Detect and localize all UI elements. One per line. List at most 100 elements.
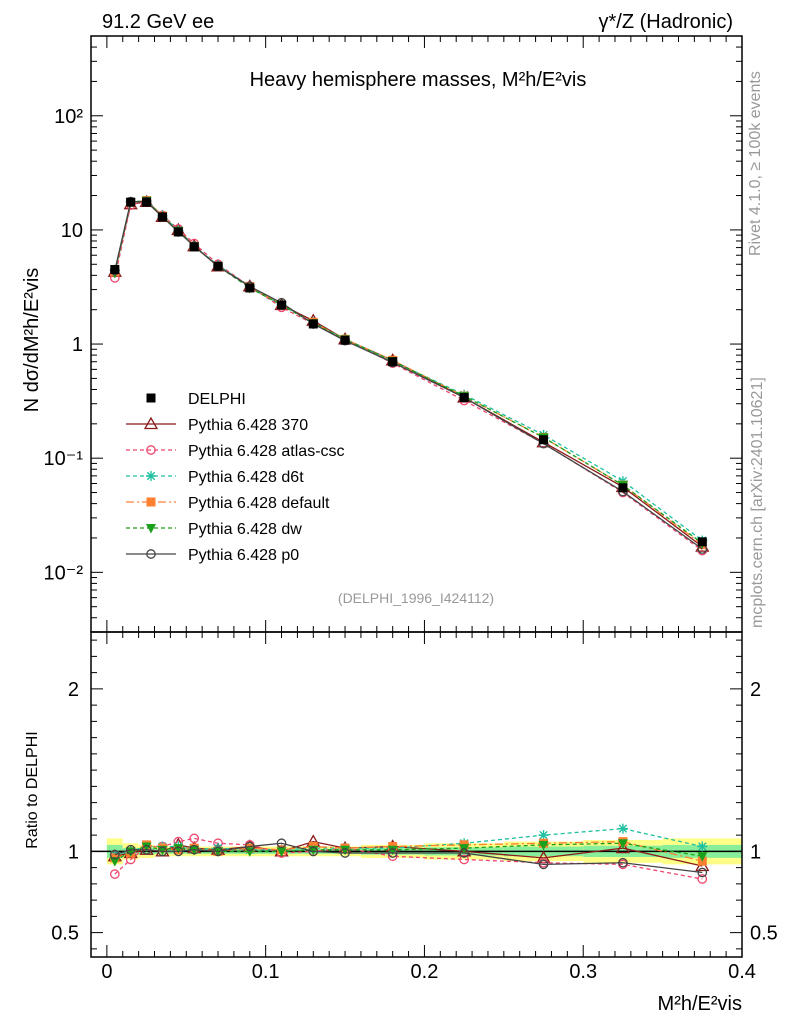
series-line-upper xyxy=(114,200,703,544)
y-tick-label: 1 xyxy=(72,334,83,356)
upper-y-axis-label: N dσ/dM²h/E²vis xyxy=(21,268,43,413)
legend-entry: Pythia 6.428 d6t xyxy=(126,469,304,486)
ratio-frame xyxy=(90,631,743,958)
data-point-ratio xyxy=(141,844,152,855)
axes-layer: 10⁻² 10⁻¹ 1 10 10² 0 0.1 0.2 0.3 0.4 0.5 0.5 1 1 2 2 xyxy=(44,35,778,983)
data-point-delphi xyxy=(618,483,628,493)
legend-entry: Pythia 6.428 atlas-csc xyxy=(126,443,345,460)
x-tick-label: 0.3 xyxy=(569,961,597,983)
data-point-ratio xyxy=(340,845,351,856)
data-point-delphi xyxy=(539,435,549,445)
data-point-delphi xyxy=(126,197,136,207)
legend-marker xyxy=(146,524,156,534)
data-point-delphi xyxy=(308,319,318,329)
data-point-ratio xyxy=(538,859,549,870)
data-point-delphi xyxy=(388,357,398,367)
legend-entry: Pythia 6.428 dw xyxy=(126,521,302,538)
data-point-ratio xyxy=(276,838,287,849)
data-point-ratio xyxy=(173,846,184,857)
data-point-ratio xyxy=(244,841,255,852)
data-point-ratio xyxy=(213,846,223,857)
legend-entry: DELPHI xyxy=(146,391,246,408)
data-point-delphi xyxy=(459,393,469,403)
data-point-ratio xyxy=(189,844,200,855)
x-tick-label: 0.4 xyxy=(728,961,756,983)
legend-label: Pythia 6.428 default xyxy=(188,495,330,512)
data-point-ratio xyxy=(697,841,708,852)
legend-marker xyxy=(146,471,156,481)
series-line-ratio xyxy=(114,842,703,874)
data-point-ratio xyxy=(109,849,120,860)
ratio-y-tick-label-right: 2 xyxy=(750,679,761,701)
series-line-ratio xyxy=(114,837,703,880)
data-point-ratio xyxy=(189,845,200,856)
data-point-ratio xyxy=(615,840,631,854)
legend-marker xyxy=(146,445,156,455)
series-line-ratio xyxy=(114,842,703,862)
header-right: γ*/Z (Hadronic) xyxy=(599,11,733,33)
series-line-upper xyxy=(114,200,703,550)
legend: DELPHI Pythia 6.428 370 Pythia 6.428 atlas… xyxy=(126,391,345,564)
legend-label: Pythia 6.428 370 xyxy=(188,417,308,434)
legend-marker xyxy=(146,393,156,403)
data-point-ratio xyxy=(189,833,200,844)
legend-entry: Pythia 6.428 default xyxy=(126,495,330,512)
data-point-ratio xyxy=(213,847,224,857)
plot-title: Heavy hemisphere masses, M²h/E²vis xyxy=(250,69,587,91)
x-tick-label: 0 xyxy=(101,961,112,983)
ratio-y-axis-label: Ratio to DELPHI xyxy=(24,731,41,848)
data-point-ratio xyxy=(125,844,136,855)
data-point-ratio xyxy=(157,846,168,857)
data-point-ratio xyxy=(538,840,549,851)
data-point-ratio xyxy=(387,848,398,858)
data-point-delphi xyxy=(110,264,120,274)
legend-entry: Pythia 6.428 370 xyxy=(126,416,308,434)
y-tick-label: 10 xyxy=(61,220,83,242)
data-point-ratio xyxy=(618,857,628,868)
legend-entry: Pythia 6.428 p0 xyxy=(126,547,299,564)
data-point-delphi xyxy=(173,227,183,237)
x-axis-label: M²h/E²vis xyxy=(658,993,742,1015)
data-point-delphi xyxy=(340,335,350,345)
data-series-layer xyxy=(107,194,710,884)
data-point-ratio xyxy=(697,867,708,878)
data-point-delphi xyxy=(213,261,223,271)
analysis-watermark: (DELPHI_1996_I424112) xyxy=(338,590,494,606)
ratio-y-tick-label-right: 0.5 xyxy=(750,923,778,945)
data-point-delphi xyxy=(157,212,167,222)
data-point-delphi xyxy=(189,242,199,252)
data-point-ratio xyxy=(276,847,287,857)
x-tick-label: 0.2 xyxy=(411,961,439,983)
data-point-ratio xyxy=(109,857,120,867)
ratio-y-tick-label: 1 xyxy=(68,841,79,863)
data-point-ratio xyxy=(387,845,398,856)
legend-label: Pythia 6.428 dw xyxy=(188,521,302,538)
header-left: 91.2 GeV ee xyxy=(102,11,214,33)
legend-marker xyxy=(143,416,159,430)
data-point-ratio xyxy=(308,846,319,857)
series-line-upper xyxy=(114,199,703,546)
data-point-delphi xyxy=(697,537,707,547)
mcplots-credit-label: mcplots.cern.ch [arXiv:2401.10621] xyxy=(749,377,766,628)
y-tick-label: 10⁻¹ xyxy=(44,448,84,470)
ratio-y-tick-label: 2 xyxy=(68,679,79,701)
data-point-ratio xyxy=(697,874,708,884)
data-point-delphi xyxy=(277,300,287,310)
legend-marker xyxy=(146,497,156,507)
y-tick-label: 10⁻² xyxy=(44,562,84,584)
data-point-delphi xyxy=(142,197,152,207)
y-tick-label: 10² xyxy=(54,106,83,128)
legend-label: DELPHI xyxy=(188,391,246,408)
data-point-delphi xyxy=(245,283,255,293)
x-tick-label: 0.1 xyxy=(252,961,280,983)
data-point-ratio xyxy=(697,852,708,862)
legend-marker xyxy=(146,549,156,559)
ratio-y-tick-label: 0.5 xyxy=(51,923,79,945)
rivet-version-label: Rivet 4.1.0, ≥ 100k events xyxy=(747,71,764,256)
data-point-ratio xyxy=(617,839,628,849)
upper-frame xyxy=(90,35,743,633)
data-point-ratio xyxy=(173,844,184,854)
data-point-ratio xyxy=(538,830,549,841)
legend-label: Pythia 6.428 p0 xyxy=(188,547,299,564)
